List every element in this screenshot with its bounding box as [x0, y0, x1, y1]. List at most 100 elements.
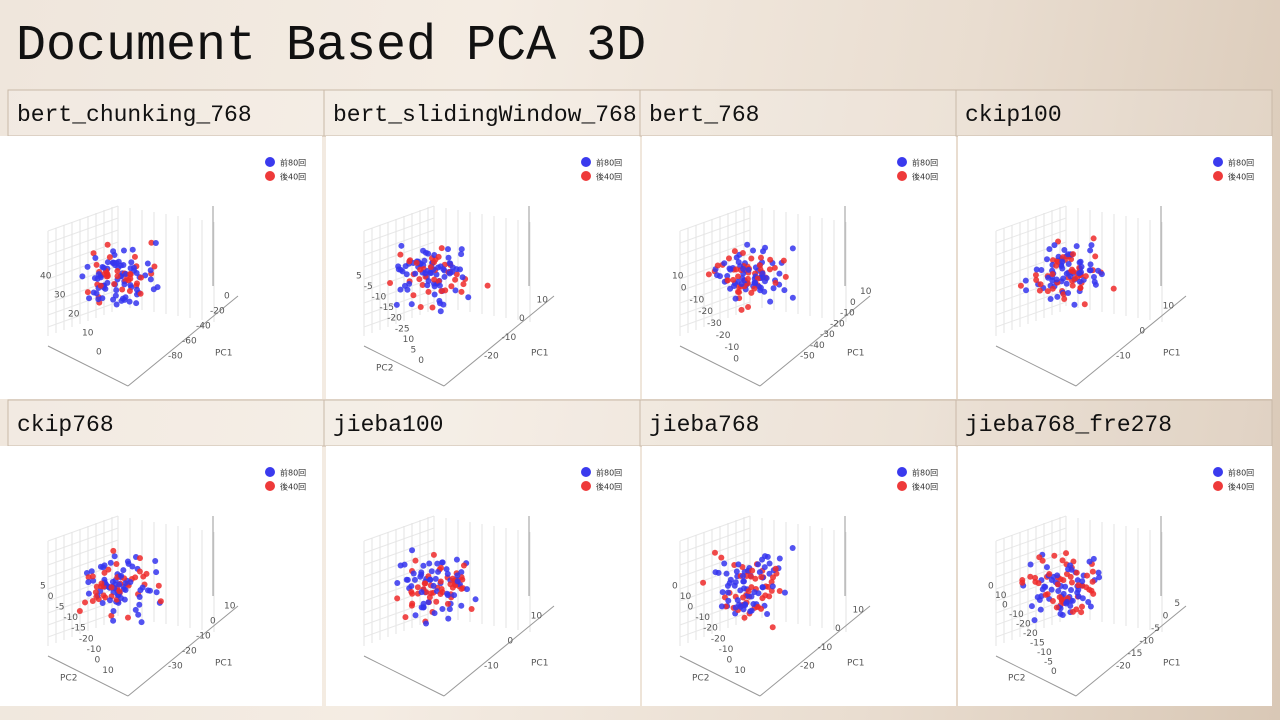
grid-line [679, 563, 751, 590]
scatter-point [437, 263, 444, 270]
scatter-point [116, 581, 123, 588]
tick-label: -10 [196, 632, 211, 642]
scatter-point [725, 589, 732, 596]
grid-line [679, 551, 751, 578]
tick-label: 5 [410, 345, 416, 355]
scatter-point [125, 560, 132, 567]
scatter-point [387, 280, 394, 287]
scatter-point [110, 296, 117, 303]
plot-bg [326, 136, 640, 399]
axis-line [443, 295, 555, 387]
tick-label: 0 [94, 655, 100, 665]
axis-title: PC1 [531, 349, 548, 359]
axis-line [679, 655, 761, 697]
scatter-point [1027, 573, 1034, 580]
scatter-point [147, 267, 154, 274]
scatter-point [413, 259, 420, 266]
tick-label: 0 [681, 283, 687, 293]
scatter-point [1065, 251, 1072, 258]
scatter-point [143, 570, 150, 577]
scatter-point [1049, 271, 1056, 278]
scatter-point [740, 265, 747, 272]
scatter-point [444, 590, 451, 597]
scatter-point [76, 608, 83, 615]
scatter-point [1033, 276, 1040, 283]
grid-line [47, 515, 119, 542]
axis-line [1075, 605, 1187, 697]
scatter-point [1063, 600, 1070, 607]
scatter-point [120, 567, 127, 574]
tick-label: -60 [182, 337, 197, 347]
scatter-point [458, 602, 465, 609]
plot-bg [326, 446, 640, 706]
legend-label: 後40回 [280, 482, 306, 492]
scatter-point [147, 276, 154, 283]
slide-title: Document Based PCA 3D [16, 18, 646, 75]
tick-label: 20 [68, 310, 80, 320]
scatter-point [733, 568, 740, 575]
scatter-point [127, 579, 134, 586]
scatter-point [1051, 552, 1058, 559]
legend-label: 後40回 [1228, 172, 1254, 182]
scatter-point [468, 605, 475, 612]
scatter-point [1063, 550, 1070, 557]
legend-marker [897, 157, 907, 167]
scatter-point [445, 254, 452, 261]
scatter-point [1033, 266, 1040, 273]
scatter-point [1067, 273, 1074, 280]
grid-line [47, 599, 119, 626]
tick-label: -20 [711, 634, 726, 644]
scatter-point [766, 570, 773, 577]
axis-title: PC2 [376, 364, 393, 374]
scatter-point [751, 285, 758, 292]
scatter-point [748, 593, 755, 600]
scatter-point [776, 270, 783, 277]
scatter-point [121, 586, 128, 593]
legend-label: 後40回 [912, 172, 938, 182]
scatter-point [452, 287, 459, 294]
scatter-point [152, 240, 159, 247]
scatter-point [1028, 603, 1035, 610]
scatter-point [769, 624, 776, 631]
scatter-point [403, 271, 410, 278]
axis-title: PC1 [531, 659, 548, 669]
scatter-point [422, 580, 429, 587]
scatter-point [127, 270, 134, 277]
scatter-point [755, 603, 762, 610]
scatter-point [432, 575, 439, 582]
legend-label: 後40回 [596, 482, 622, 492]
scatter-point [414, 584, 421, 591]
grid-line [995, 205, 1067, 232]
scatter-point [744, 567, 751, 574]
tick-label: -15 [1030, 639, 1045, 649]
scatter-point [131, 253, 138, 260]
scatter-point [1032, 271, 1039, 278]
tick-label: 30 [54, 291, 66, 301]
legend-marker [1213, 157, 1223, 167]
tick-label: 0 [733, 355, 739, 365]
tick-label: -20 [210, 307, 225, 317]
scatter-point [406, 258, 413, 265]
scatter-point [426, 594, 433, 601]
scatter-point [1071, 301, 1078, 308]
scatter-point [725, 597, 732, 604]
scatter-point [1044, 288, 1051, 295]
scatter-point [393, 301, 400, 308]
scatter-point [103, 269, 110, 276]
scatter-point [444, 246, 451, 253]
scatter-point [1069, 597, 1076, 604]
scatter-point [122, 580, 129, 587]
tick-label: -10 [63, 613, 78, 623]
legend-marker [1213, 481, 1223, 491]
scatter-point [1090, 274, 1097, 281]
tick-label: 0 [48, 592, 54, 602]
axis-title: PC1 [215, 659, 232, 669]
scatter-point [417, 266, 424, 273]
legend-marker [897, 171, 907, 181]
scatter-point [453, 271, 460, 278]
scatter-point [138, 619, 145, 626]
grid-line [363, 205, 435, 232]
scatter-point [92, 255, 99, 262]
scatter-point [137, 587, 144, 594]
scatter-point [1057, 610, 1064, 617]
